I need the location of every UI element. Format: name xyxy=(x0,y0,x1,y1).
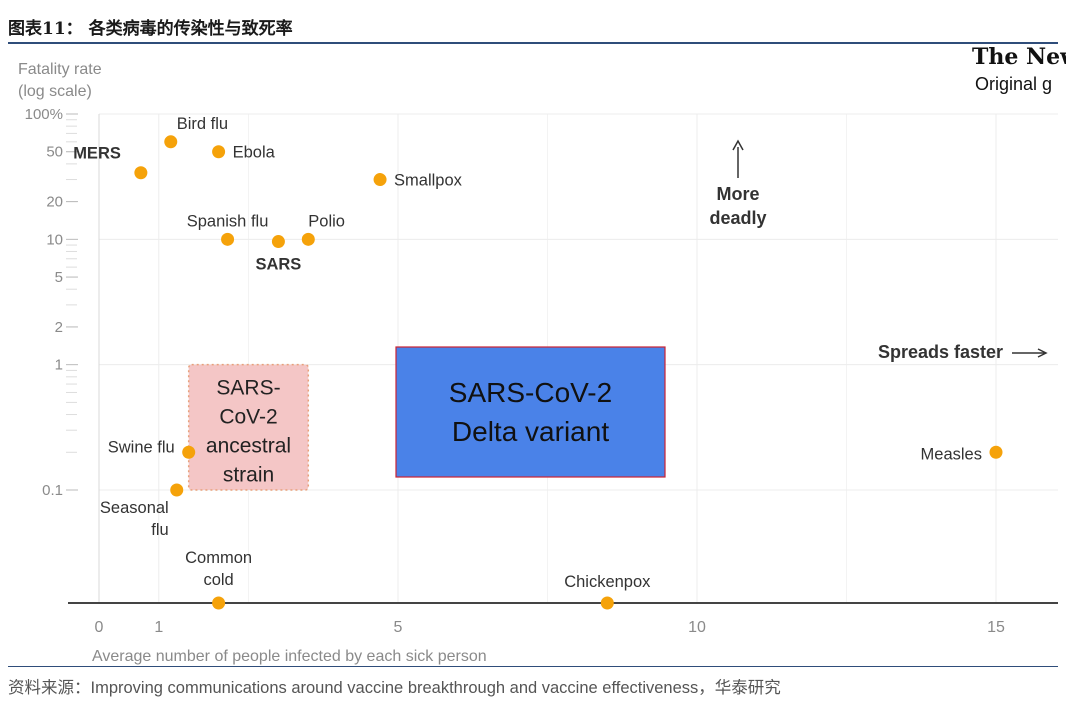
point-label: Common xyxy=(185,549,252,567)
more-deadly-label: deadly xyxy=(709,208,766,228)
nyt-masthead: The New Y xyxy=(972,44,1066,70)
y-tick-label: 1 xyxy=(55,357,63,374)
point-smallpox xyxy=(373,173,387,187)
more-deadly-arrowhead xyxy=(732,139,744,151)
graphic-credit: Original g xyxy=(975,74,1052,94)
point-measles xyxy=(989,445,1003,459)
y-axis-label-line2: (log scale) xyxy=(18,83,92,100)
point-ebola xyxy=(212,145,226,159)
ancestral-strain-box xyxy=(187,363,310,491)
point-label: Smallpox xyxy=(394,172,463,190)
x-tick-label: 1 xyxy=(154,619,163,636)
point-sars xyxy=(271,235,285,249)
point-label: MERS xyxy=(73,145,121,163)
source-note: 资料来源：Improving communications around vac… xyxy=(8,679,781,697)
x-tick-label: 0 xyxy=(95,619,104,636)
point-label: cold xyxy=(203,571,233,589)
point-bird-flu xyxy=(164,135,178,149)
point-label: Spanish flu xyxy=(187,212,269,230)
point-seasonal-flu xyxy=(170,483,184,497)
point-label: SARS xyxy=(255,256,301,274)
point-label: Chickenpox xyxy=(564,573,651,591)
point-label: Bird flu xyxy=(177,115,228,133)
y-tick-label: 0.1 xyxy=(42,482,63,499)
delta-variant-label: Delta variant xyxy=(452,416,609,447)
delta-variant-label: SARS-CoV-2 xyxy=(449,377,612,408)
title-divider xyxy=(8,42,1058,44)
ancestral-strain-label: CoV-2 xyxy=(219,406,277,429)
point-label: Swine flu xyxy=(108,438,175,456)
delta-variant-box xyxy=(395,346,666,478)
y-axis-label-line1: Fatality rate xyxy=(18,61,102,78)
y-tick-label: 2 xyxy=(55,319,63,336)
point-label: flu xyxy=(151,521,168,539)
point-spanish-flu xyxy=(221,232,235,246)
spreads-faster-arrowhead xyxy=(1037,348,1048,358)
y-tick-label: 50 xyxy=(46,144,63,161)
point-common-cold xyxy=(212,596,226,610)
point-label: Ebola xyxy=(233,144,276,162)
figure-title: 图表11： 各类病毒的传染性与致死率 xyxy=(8,19,293,39)
annotations: More deadly Spreads faster xyxy=(709,139,1048,362)
point-mers xyxy=(134,166,148,180)
more-deadly-label: More xyxy=(716,184,759,204)
y-tick-label: 20 xyxy=(46,194,63,211)
footer-divider xyxy=(8,666,1058,667)
point-label: Seasonal xyxy=(100,499,169,517)
point-polio xyxy=(301,232,315,246)
data-points xyxy=(134,135,1003,610)
point-chickenpox xyxy=(600,596,614,610)
spreads-faster-label: Spreads faster xyxy=(878,342,1003,362)
y-tick-label: 10 xyxy=(46,231,63,248)
point-label: Polio xyxy=(308,212,345,230)
point-swine-flu xyxy=(182,445,196,459)
x-tick-label: 15 xyxy=(987,619,1005,636)
x-axis-label: Average number of people infected by eac… xyxy=(92,648,487,665)
ancestral-strain-label: ancestral xyxy=(206,435,291,458)
point-labels: Bird flu MERS Ebola Smallpox Spanish flu SARS… xyxy=(73,115,982,591)
x-tick-label: 5 xyxy=(394,619,403,636)
y-tick-label: 5 xyxy=(55,269,63,286)
y-tick-label: 100% xyxy=(25,106,63,123)
point-label: Measles xyxy=(921,445,982,463)
ancestral-strain-label: SARS- xyxy=(216,377,280,400)
ancestral-strain-label: strain xyxy=(223,464,274,487)
highlight-regions: SARS-CoV-2ancestralstrainSARS-CoV-2Delta… xyxy=(187,346,666,491)
x-tick-label: 10 xyxy=(688,619,706,636)
